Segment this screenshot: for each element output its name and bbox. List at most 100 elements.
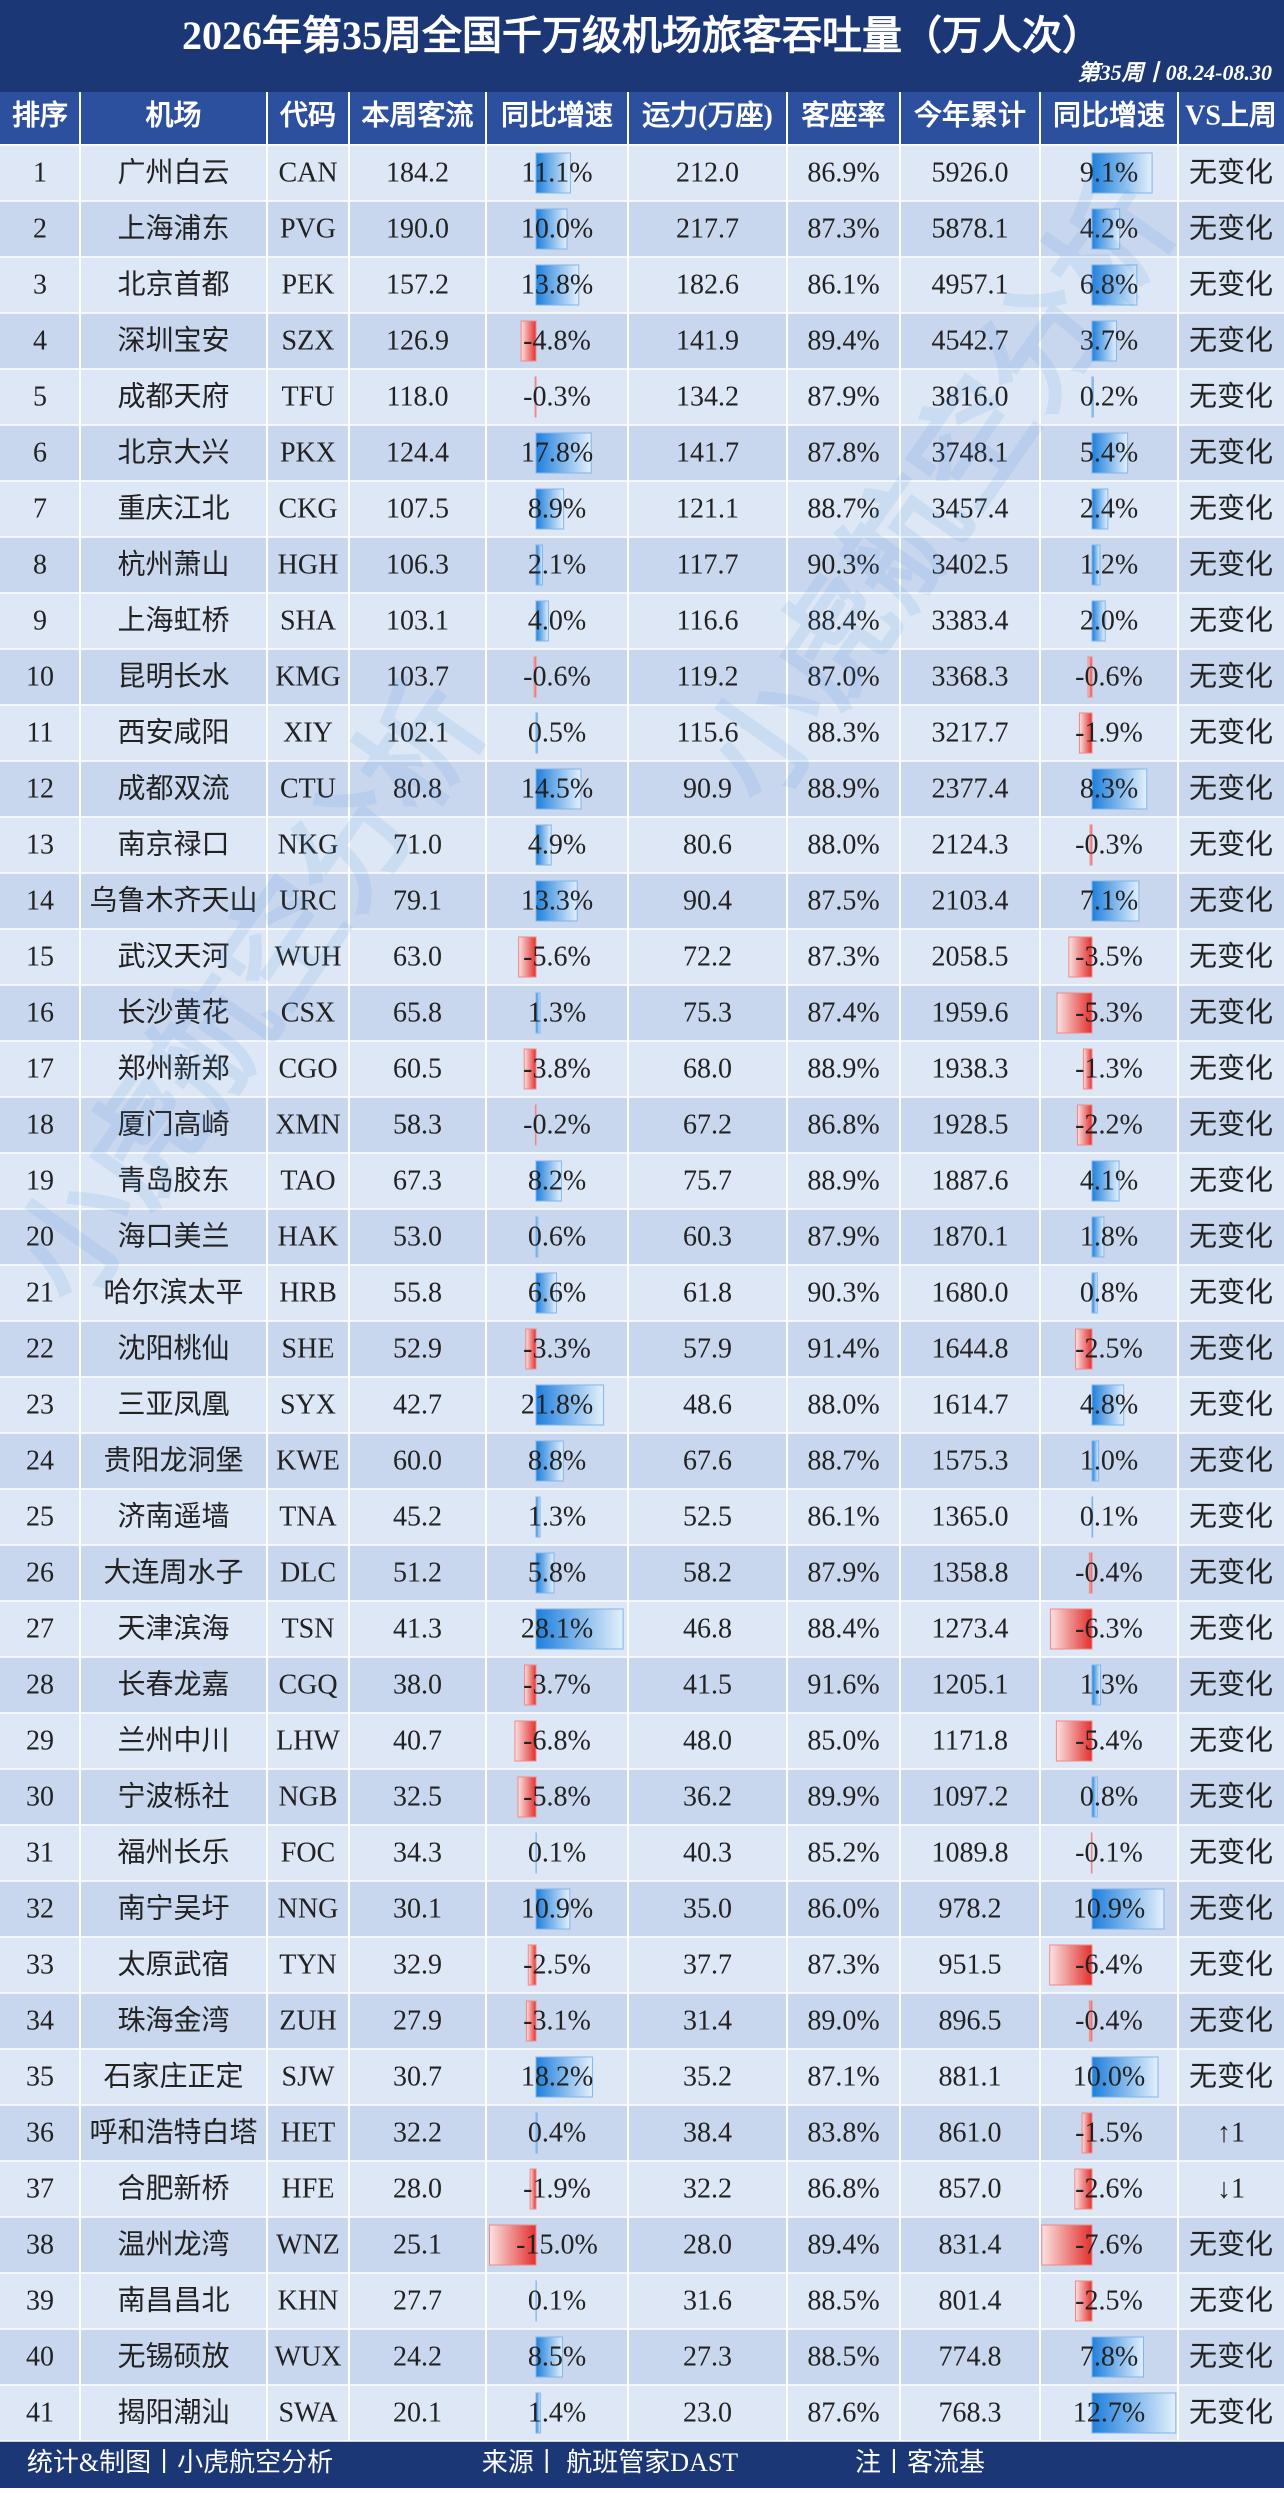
table-cell: 217.7: [676, 213, 739, 244]
table-cell: -0.4%: [1075, 1557, 1143, 1588]
table-cell: 38.0: [393, 1669, 442, 1700]
table-cell: 31.6: [683, 2285, 732, 2316]
table-cell: 85.2%: [807, 1837, 879, 1868]
table-cell: 无变化: [1189, 1052, 1273, 1084]
table-cell: 32.5: [393, 1781, 442, 1812]
table-cell: -15.0%: [516, 2229, 598, 2260]
table-cell: 21.8%: [521, 1389, 593, 1420]
table-cell: 41: [26, 2397, 54, 2428]
table-cell: 1.3%: [528, 1501, 586, 1532]
table-cell: 7: [33, 493, 47, 524]
table-cell: PVG: [280, 213, 336, 244]
table-cell: 68.0: [683, 1053, 732, 1084]
table-cell: 1928.5: [932, 1109, 1009, 1140]
header-cell: 客座率: [801, 98, 885, 131]
table-cell: 10.0%: [521, 213, 593, 244]
header-cell: 机场: [145, 99, 201, 131]
table-cell: 无变化: [1189, 1668, 1273, 1700]
table-cell: 兰州中川: [117, 1724, 229, 1756]
table-cell: 35.2: [683, 2061, 732, 2092]
table-cell: 41.3: [393, 1613, 442, 1644]
table-cell: 10.0%: [1073, 2061, 1145, 2092]
table-cell: 8.5%: [528, 2341, 586, 2372]
table-cell: -5.3%: [1075, 997, 1143, 1028]
table-cell: 91.4%: [807, 1333, 879, 1364]
table-cell: 无变化: [1189, 492, 1273, 524]
table-cell: 75.3: [683, 997, 732, 1028]
table-cell: 无变化: [1189, 716, 1273, 748]
table-cell: 831.4: [939, 2229, 1002, 2260]
footer-text: 来源丨 航班管家DAST: [482, 2448, 739, 2477]
subtitle: 第35周丨08.24-08.30: [1078, 60, 1272, 85]
table-cell: WUX: [275, 2341, 342, 2372]
table-cell: 23: [26, 1389, 54, 1420]
table-cell: 呼和浩特白塔: [89, 2116, 257, 2148]
table-cell: 88.9%: [807, 1053, 879, 1084]
table-cell: 83.8%: [807, 2117, 879, 2148]
table-cell: 福州长乐: [117, 1836, 229, 1868]
table-cell: 41.5: [683, 1669, 732, 1700]
table-cell: 117.7: [677, 549, 739, 580]
table-cell: TSN: [282, 1613, 335, 1644]
table-cell: 87.1%: [807, 2061, 879, 2092]
table-cell: 无变化: [1189, 2340, 1273, 2372]
table-cell: 2124.3: [932, 829, 1009, 860]
table-cell: 合肥新桥: [117, 2172, 229, 2204]
table-cell: 2.0%: [1080, 605, 1138, 636]
table-cell: SHE: [282, 1333, 335, 1364]
table-cell: -1.5%: [1075, 2117, 1143, 2148]
table-cell: SHA: [280, 605, 337, 636]
table-cell: 1171.8: [932, 1725, 1008, 1756]
table-cell: 22: [26, 1333, 54, 1364]
table-cell: 1097.2: [932, 1781, 1009, 1812]
table-cell: 4.9%: [528, 829, 586, 860]
table-cell: 190.0: [386, 213, 449, 244]
table-cell: 1273.4: [932, 1613, 1009, 1644]
table-cell: 184.2: [386, 157, 449, 188]
header-cell: 排序: [12, 98, 68, 131]
table-cell: 88.5%: [807, 2341, 879, 2372]
table-cell: 86.1%: [807, 1501, 879, 1532]
table-cell: 无变化: [1189, 2396, 1273, 2428]
table-cell: -3.3%: [523, 1333, 591, 1364]
table-cell: -2.2%: [1075, 1109, 1143, 1140]
table-cell: 30.1: [393, 1893, 442, 1924]
table-cell: 无变化: [1189, 940, 1273, 972]
table-cell: 0.8%: [1080, 1781, 1138, 1812]
table-cell: XIY: [283, 717, 333, 748]
table-cell: KMG: [275, 661, 340, 692]
table-cell: 881.1: [939, 2061, 1002, 2092]
table-cell: 南京禄口: [117, 828, 229, 860]
table-cell: -3.7%: [523, 1669, 591, 1700]
table-cell: 60.3: [683, 1221, 732, 1252]
footer-text: 注丨客流基: [855, 2448, 985, 2477]
table-cell: 10.9%: [521, 1893, 593, 1924]
table-cell: 27.3: [683, 2341, 732, 2372]
table-cell: 长春龙嘉: [117, 1668, 229, 1700]
table-cell: 90.4: [683, 885, 732, 916]
table-cell: 沈阳桃仙: [117, 1332, 229, 1364]
table-cell: 2.1%: [528, 549, 586, 580]
table-cell: 48.6: [683, 1389, 732, 1420]
table-cell: KWE: [276, 1445, 340, 1476]
table-cell: 3368.3: [932, 661, 1009, 692]
table-cell: 801.4: [939, 2285, 1002, 2316]
table-cell: 52.5: [683, 1501, 732, 1532]
table-cell: 33: [26, 1949, 54, 1980]
table-cell: 88.4%: [807, 1613, 879, 1644]
table-cell: 61.8: [683, 1277, 732, 1308]
table-cell: 88.0%: [807, 1389, 879, 1420]
table-cell: 30: [26, 1781, 54, 1812]
table-cell: 87.4%: [807, 997, 879, 1028]
table-cell: SWA: [278, 2397, 338, 2428]
table-cell: 30.7: [393, 2061, 442, 2092]
table-cell: NNG: [278, 1893, 339, 1924]
table-cell: 广州白云: [117, 156, 229, 188]
table-cell: 16: [26, 997, 54, 1028]
table-cell: 5.4%: [1080, 437, 1138, 468]
table-cell: 5926.0: [932, 157, 1009, 188]
table-cell: 1.4%: [528, 2397, 586, 2428]
table-cell: 4.1%: [1080, 1165, 1138, 1196]
table-cell: 无变化: [1189, 1276, 1273, 1308]
table-cell: 34: [26, 2005, 54, 2036]
